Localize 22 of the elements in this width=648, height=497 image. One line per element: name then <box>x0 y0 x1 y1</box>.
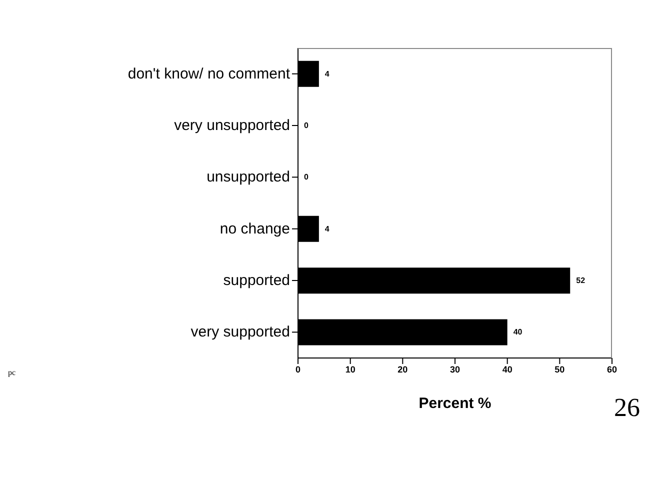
data-label: 4 <box>324 69 330 78</box>
y-tick-label: don't know/ no comment <box>128 65 291 82</box>
data-label: 52 <box>576 276 586 285</box>
data-label: 40 <box>513 328 523 337</box>
x-tick-label: 30 <box>450 364 460 374</box>
x-tick-label: 50 <box>554 364 565 374</box>
y-tick-label: supported <box>223 272 290 289</box>
data-label: 0 <box>304 172 309 182</box>
x-tick-label: 20 <box>398 364 408 374</box>
y-tick-label: no change <box>220 220 290 238</box>
x-tick-label: 10 <box>345 364 356 374</box>
x-tick-label: 40 <box>502 364 512 374</box>
x-axis-title: Percent % <box>418 395 492 412</box>
text: 26 <box>614 393 640 423</box>
x-tick-label: 0 <box>295 364 301 374</box>
y-tick-label: very unsupported <box>174 117 290 134</box>
y-tick-label: unsupported <box>206 168 290 186</box>
text: pc <box>8 368 16 377</box>
data-label: 0 <box>304 121 309 130</box>
x-tick-label: 60 <box>606 364 618 374</box>
y-tick-label: very supported <box>190 324 290 341</box>
data-label: 4 <box>324 224 330 234</box>
